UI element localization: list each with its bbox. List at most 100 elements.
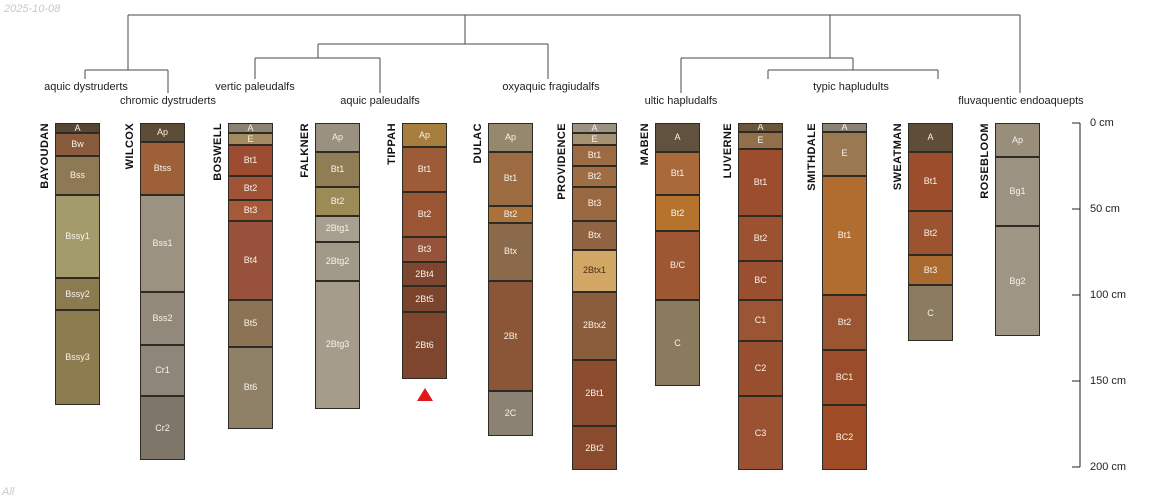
horizon-falkner-2btg1: 2Btg1 [315,215,360,242]
depth-axis [1072,122,1081,468]
horizon-label: Bt1 [330,163,345,174]
horizon-label: Bw [71,138,84,149]
horizon-tippah-ap: Ap [402,123,447,148]
horizon-falkner-2btg3: 2Btg3 [315,281,360,409]
horizon-boswell-e: E [228,133,273,146]
horizon-label: 2C [504,408,517,419]
horizon-smithdale-bc1: BC1 [822,350,867,406]
horizon-wilcox-cr2: Cr2 [140,396,185,461]
horizon-sweatman-a: A [908,123,953,153]
horizon-rosebloom-ap: Ap [995,123,1040,158]
horizon-providence-2bt1: 2Bt1 [572,360,617,426]
group-label-aquic-dystruderts: aquic dystruderts [44,81,128,93]
horizon-luverne-c2: C2 [738,341,783,397]
horizon-label: Bss2 [152,312,173,323]
profile-name-smithdale: SMITHDALE [806,123,818,191]
horizon-bayoudan-bssy2: Bssy2 [55,277,100,311]
horizon-label: 2Btx2 [582,320,606,331]
horizon-label: Bt3 [923,264,938,275]
horizon-label: Bt1 [670,168,685,179]
horizon-smithdale-e: E [822,131,867,177]
horizon-tippah-bt2: Bt2 [402,191,447,237]
horizon-label: Bt1 [837,230,852,241]
horizon-label: Bt1 [417,163,432,174]
horizon-dulac-2c: 2C [488,391,533,437]
horizon-providence-bt3: Bt3 [572,186,617,222]
horizon-tippah-bt3: Bt3 [402,236,447,263]
horizon-label: C3 [754,427,767,438]
horizon-label: Ap [1011,134,1023,145]
depth-tick-label-50: 50 cm [1090,203,1120,215]
group-label-aquic-paleudalfs: aquic paleudalfs [340,95,420,107]
profile-sweatman: A Bt1 Bt2 Bt3 C [908,123,953,342]
horizon-falkner-bt2: Bt2 [315,186,360,216]
dendrogram-lines [84,14,1021,93]
profile-name-dulac: DULAC [472,123,484,164]
horizon-boswell-bt3: Bt3 [228,200,273,222]
horizon-wilcox-cr1: Cr1 [140,344,185,397]
horizon-falkner-ap: Ap [315,123,360,153]
horizon-label: A [591,123,598,133]
horizon-luverne-bc: BC [738,260,783,301]
horizon-providence-a: A [572,123,617,134]
horizon-luverne-c1: C1 [738,300,783,342]
horizon-label: B/C [669,260,685,271]
horizon-providence-2btx1: 2Btx1 [572,250,617,292]
horizon-providence-2bt2: 2Bt2 [572,425,617,471]
profile-luverne: A E Bt1 Bt2 BC C1 C2 C3 [738,123,783,471]
horizon-label: Bt2 [503,208,518,219]
horizon-label: BC [754,274,767,285]
horizon-luverne-bt2: Bt2 [738,215,783,261]
horizon-label: A [674,132,681,143]
profile-name-falkner: FALKNER [299,123,311,178]
horizon-label: Ap [331,132,343,143]
horizon-label: C1 [754,315,767,326]
horizon-luverne-e: E [738,131,783,149]
horizon-label: Btx [503,246,517,257]
horizon-label: Bt5 [243,317,258,328]
horizon-label: Cr1 [155,365,170,376]
horizon-label: A [247,123,254,133]
horizon-label: Bt3 [243,205,258,216]
depth-tick-label-0: 0 cm [1090,117,1114,129]
horizon-providence-bt1: Bt1 [572,145,617,166]
horizon-wilcox-btss: Btss [140,141,185,196]
profile-rosebloom: Ap Bg1 Bg2 [995,123,1040,337]
horizon-dulac-ap: Ap [488,123,533,153]
profile-boswell: A E Bt1 Bt2 Bt3 Bt4 Bt5 Bt6 [228,123,273,430]
horizon-label: C [674,337,681,348]
group-label-chromic-dystruderts: chromic dystruderts [120,95,216,107]
horizon-label: Bss [69,169,85,180]
horizon-label: Bg2 [1009,275,1026,286]
horizon-label: Bt2 [587,170,602,181]
horizon-label: Bt3 [587,198,602,209]
horizon-dulac-bt2: Bt2 [488,205,533,223]
profile-dulac: Ap Bt1 Bt2 Btx 2Bt 2C [488,123,533,437]
horizon-sweatman-bt1: Bt1 [908,152,953,211]
horizon-label: Bt3 [417,243,432,254]
horizon-label: 2Bt5 [415,293,434,304]
horizon-label: 2Btg2 [325,255,350,266]
horizon-label: A [841,123,848,132]
horizon-boswell-a: A [228,123,273,134]
horizon-sweatman-c: C [908,284,953,342]
horizon-label: Bt2 [837,317,852,328]
profile-name-providence: PROVIDENCE [556,123,568,200]
horizon-maben-a: A [655,123,700,153]
horizon-tippah-bt1: Bt1 [402,147,447,192]
horizon-label: Cr2 [155,422,170,433]
horizon-smithdale-bt2: Bt2 [822,295,867,351]
horizon-label: BC2 [835,432,854,443]
horizon-label: Bt1 [243,155,258,166]
horizon-label: 2Btg1 [325,223,350,234]
horizon-wilcox-bss2: Bss2 [140,291,185,345]
horizon-label: 2Bt4 [415,268,434,279]
depth-tick-label-100: 100 cm [1090,289,1127,301]
profile-name-bayoudan: BAYOUDAN [39,123,51,189]
horizon-providence-2btx2: 2Btx2 [572,291,617,361]
horizon-boswell-bt6: Bt6 [228,346,273,430]
group-label-ultic-hapludalfs: ultic hapludalfs [644,95,718,107]
horizon-rosebloom-bg1: Bg1 [995,157,1040,227]
horizon-providence-e: E [572,133,617,146]
profile-maben: A Bt1 Bt2 B/C C [655,123,700,387]
